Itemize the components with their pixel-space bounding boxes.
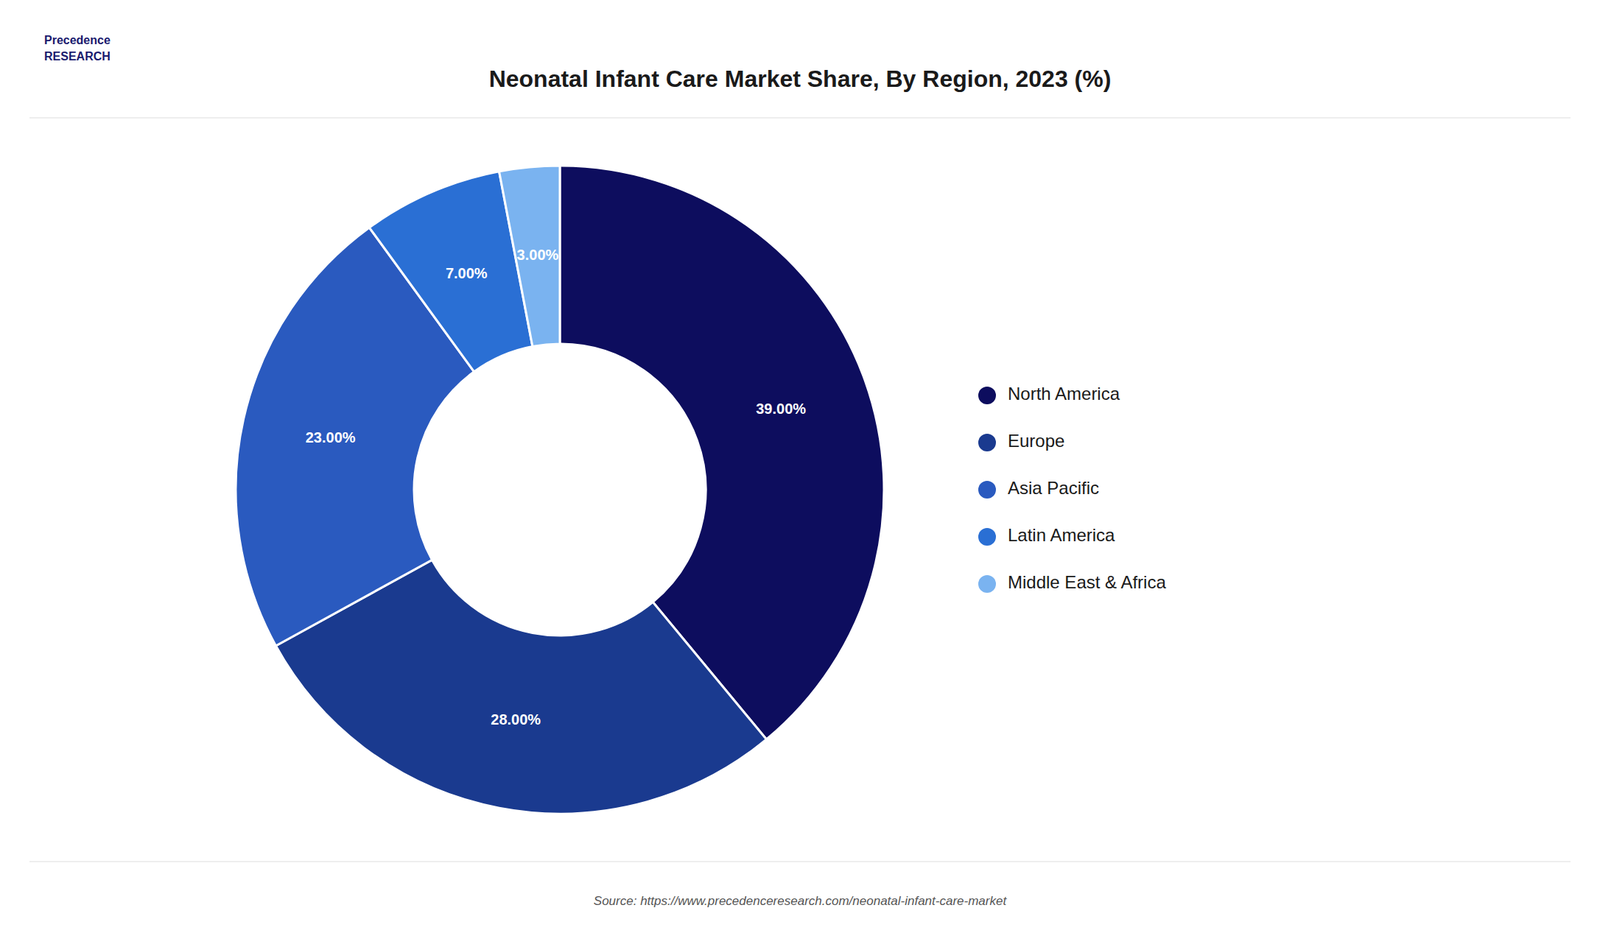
legend: North America Europe Asia Pacific Latin Ame… <box>978 383 1167 594</box>
logo-line: Precedence <box>44 33 111 47</box>
legend-label: Latin America <box>1007 525 1116 546</box>
slices <box>235 165 884 814</box>
page: {"chart_data": {"type": "donut", "title"… <box>0 0 1600 947</box>
legend-swatch <box>978 575 996 594</box>
legend-label: Middle East & Africa <box>1007 572 1167 593</box>
background <box>0 0 1600 947</box>
divider <box>29 117 1571 119</box>
data-label: 23.00% <box>305 429 356 446</box>
data-label: 7.00% <box>445 265 488 282</box>
data-labels: 39.00% 28.00% 23.00% 7.00% 3.00% <box>305 246 807 728</box>
legend-swatch <box>978 481 996 499</box>
data-label: 39.00% <box>755 400 806 417</box>
legend-swatch <box>978 386 996 405</box>
data-label: 28.00% <box>490 711 541 728</box>
chart-container: Precedence RESEARCH Neonatal Infant Care M… <box>0 0 1600 947</box>
data-label: 3.00% <box>517 246 560 263</box>
source-text: Source: https://www.precedenceresearch.c… <box>593 894 1008 909</box>
donut-slice <box>499 165 560 347</box>
legend-swatch <box>978 528 996 546</box>
logo-text: Precedence RESEARCH <box>44 33 111 63</box>
legend-swatch <box>978 433 996 452</box>
divider <box>29 861 1571 863</box>
logo-line: RESEARCH <box>44 50 111 63</box>
legend-label: Asia Pacific <box>1007 478 1100 498</box>
legend-label: Europe <box>1007 430 1065 451</box>
legend-label: North America <box>1007 383 1121 404</box>
chart-svg: Precedence RESEARCH Neonatal Infant Care M… <box>0 0 1600 947</box>
chart-title: Neonatal Infant Care Market Share, By Re… <box>489 65 1112 93</box>
